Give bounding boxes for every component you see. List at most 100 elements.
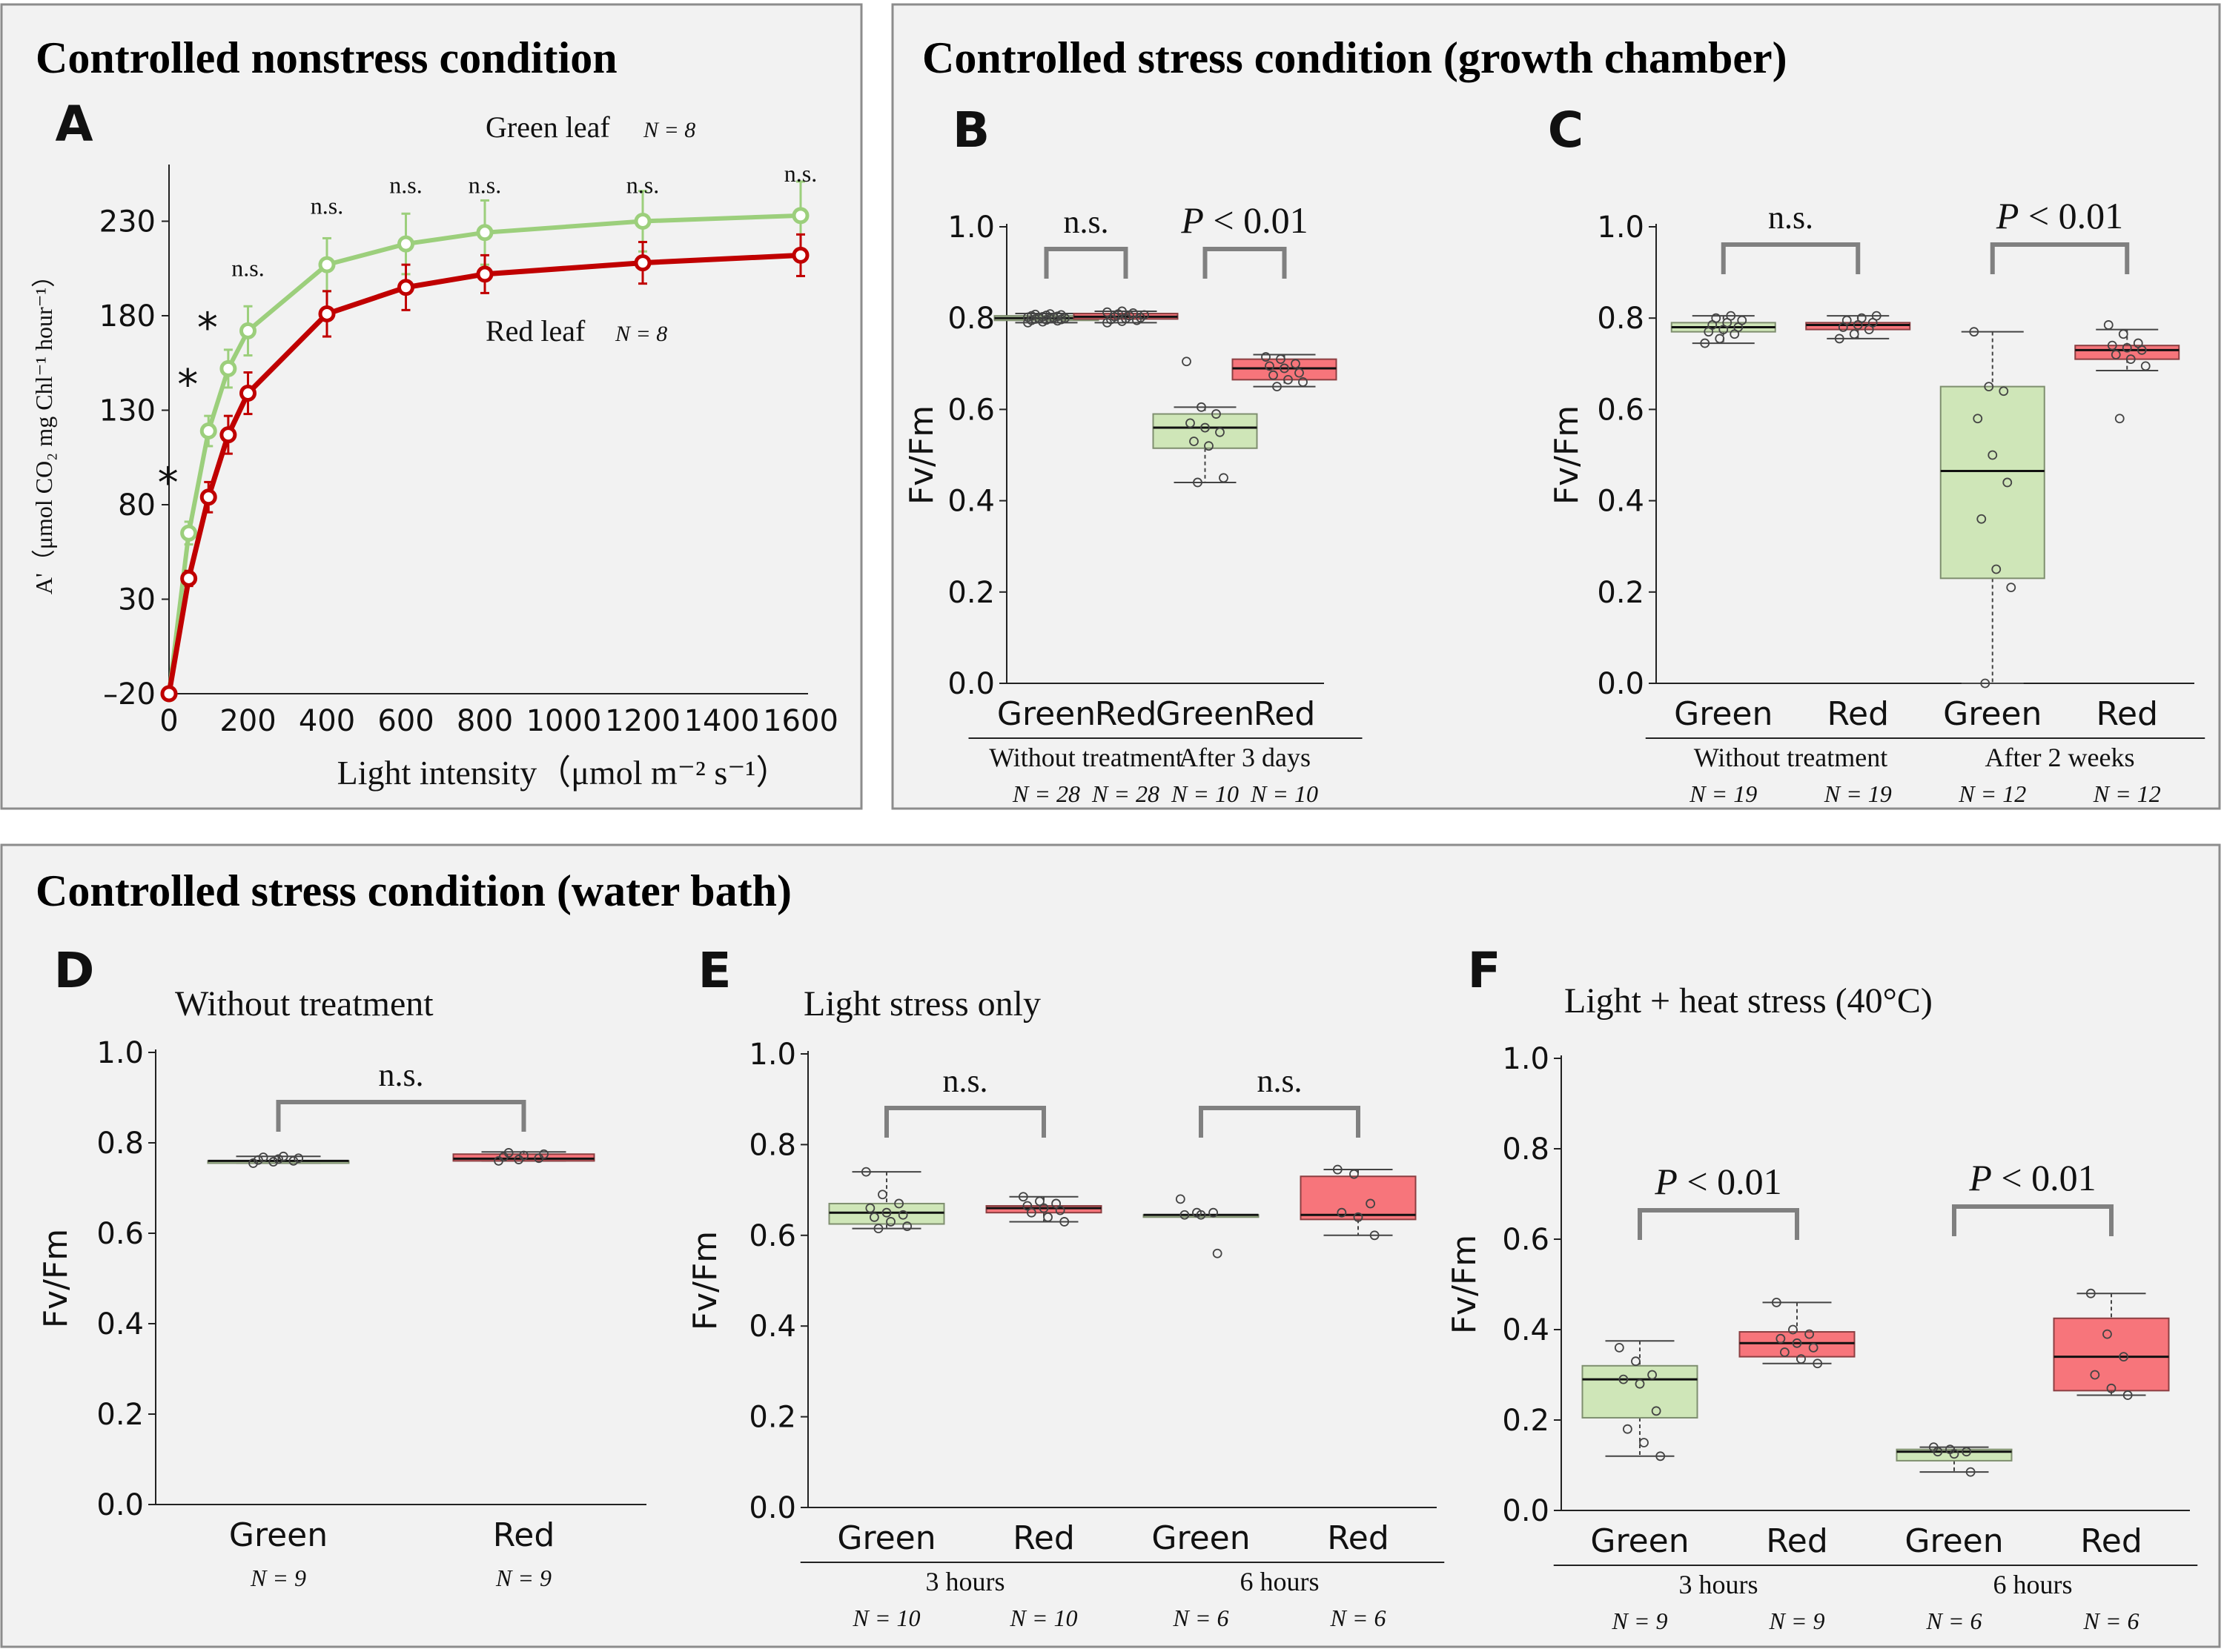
data-point [1022, 1201, 1033, 1211]
data-point [1813, 1359, 1823, 1369]
sample-size-label: N = 10 [853, 1605, 921, 1631]
data-point [1647, 1370, 1658, 1380]
category-label: Green [1943, 695, 2042, 733]
category-label: Green [229, 1516, 328, 1554]
data-point [2119, 1352, 2129, 1361]
data-point [1283, 374, 1293, 385]
x-tick-label-a: 1000 [526, 704, 602, 738]
sample-size-label: N = 9 [1769, 1608, 1825, 1634]
data-point [1051, 1198, 1062, 1209]
y-tick-label: 1.0 [96, 1036, 144, 1070]
sample-size-label: N = 9 [1612, 1608, 1668, 1634]
data-point-green [397, 235, 414, 253]
data-point [1700, 338, 1710, 348]
y-tick-label-a: 230 [99, 205, 156, 239]
data-point [1035, 1196, 1045, 1207]
data-point [1618, 1374, 1629, 1384]
significance-annotation: n.s. [311, 192, 343, 219]
data-point-green [634, 213, 652, 230]
data-point [2107, 340, 2117, 351]
section-title-growth-chamber: Controlled stress condition (growth cham… [922, 33, 1787, 82]
data-point [2002, 477, 2013, 488]
legend-green-n: N = 8 [643, 118, 695, 142]
data-point [1026, 1207, 1036, 1218]
data-point [1353, 1212, 1363, 1222]
group-label: Without treatment [989, 743, 1182, 772]
data-point [1856, 313, 1867, 323]
sample-size-label: N = 12 [2093, 780, 2161, 807]
y-tick-label: 0.8 [749, 1128, 796, 1162]
y-tick-label-a: 80 [118, 488, 156, 523]
data-point [886, 1217, 896, 1227]
y-tick-label: 0.0 [96, 1488, 144, 1522]
y-axis-label: Fv/Fm [37, 1229, 75, 1328]
box-red [1738, 1331, 1856, 1358]
data-point-red [219, 426, 237, 444]
category-label: Green [1674, 695, 1773, 733]
chart-e: E Light stress only 0.0 0.2 0.4 0.6 0.8 1.0 Fv/F… [686, 942, 1445, 1631]
significance-bracket [884, 1106, 1046, 1138]
data-point [1779, 1347, 1790, 1357]
y-tick-label: 0.4 [1597, 485, 1644, 519]
panel-subtitle-f: Light + heat stress (40°C) [1564, 981, 1933, 1021]
data-point [1973, 414, 1983, 424]
panel-nonstress [0, 3, 863, 810]
data-point [2122, 1390, 2133, 1400]
x-axis-label-a: Light intensity（μmol m⁻² s⁻¹） [337, 754, 790, 792]
y-tick-label: 0.8 [96, 1127, 144, 1161]
category-label: Red [2096, 695, 2158, 733]
y-tick-label-a: 180 [99, 299, 156, 334]
box-green [1581, 1364, 1698, 1419]
group-label: 6 hours [1993, 1570, 2073, 1599]
data-point [1043, 1212, 1053, 1222]
data-point [902, 1221, 913, 1231]
data-point [1965, 1467, 1976, 1477]
category-label: Red [2080, 1522, 2142, 1560]
significance-bracket [276, 1100, 526, 1132]
data-point [1291, 359, 1300, 369]
y-tick-label: 0.0 [1597, 667, 1644, 701]
category-label: Green [837, 1519, 936, 1557]
data-point [503, 1148, 514, 1158]
section-title-nonstress: Controlled nonstress condition [36, 33, 618, 82]
y-tick-label: 1.0 [947, 210, 995, 245]
data-point [1055, 1205, 1065, 1215]
sample-size-label: N = 6 [1173, 1605, 1229, 1631]
data-point [1834, 334, 1844, 344]
data-point [1139, 310, 1149, 320]
x-tick-label-a: 1400 [684, 704, 760, 738]
data-point [869, 1212, 879, 1222]
category-label: Red [1766, 1522, 1828, 1560]
data-point [1792, 1338, 1802, 1348]
category-label: Green [1590, 1522, 1689, 1560]
data-point [1272, 382, 1282, 391]
data-point [861, 1167, 871, 1177]
data-point [1208, 1207, 1219, 1218]
significance-annotation: * [197, 304, 218, 352]
y-axis-label-a: A'（μmol CO₂ mg Chl⁻¹ hour⁻¹） [30, 264, 57, 594]
x-tick-label-a: 1200 [605, 704, 681, 738]
y-tick-label: 0.8 [1597, 302, 1644, 336]
data-point [1039, 1203, 1049, 1213]
sample-size-label: N = 19 [1689, 780, 1757, 807]
significance-label: n.s. [1768, 199, 1813, 236]
data-point [1796, 1354, 1806, 1364]
panel-letter-b: B [953, 102, 990, 159]
y-tick-label: 0.2 [1502, 1404, 1549, 1438]
chart-c: C 0.0 0.2 0.4 0.6 0.8 1.0 Fv/Fm Green N = 19 Red N … [1548, 102, 2205, 807]
data-point-green [239, 322, 257, 339]
category-label: Green [997, 695, 1096, 733]
data-point-green [180, 524, 198, 542]
panel-water-bath [0, 843, 2221, 1648]
significance-label: n.s. [942, 1063, 987, 1099]
y-tick-label: 1.0 [749, 1038, 796, 1072]
panel-subtitle-d: Without treatment [175, 984, 434, 1024]
data-point [1715, 334, 1725, 344]
data-point [1804, 1329, 1815, 1339]
data-point [1980, 678, 1990, 689]
group-label: 3 hours [1679, 1570, 1758, 1599]
data-point [1775, 1333, 1786, 1344]
data-point [1726, 311, 1736, 321]
legend-green-leaf: Green leaf [486, 110, 610, 144]
data-point [2106, 1383, 2117, 1393]
